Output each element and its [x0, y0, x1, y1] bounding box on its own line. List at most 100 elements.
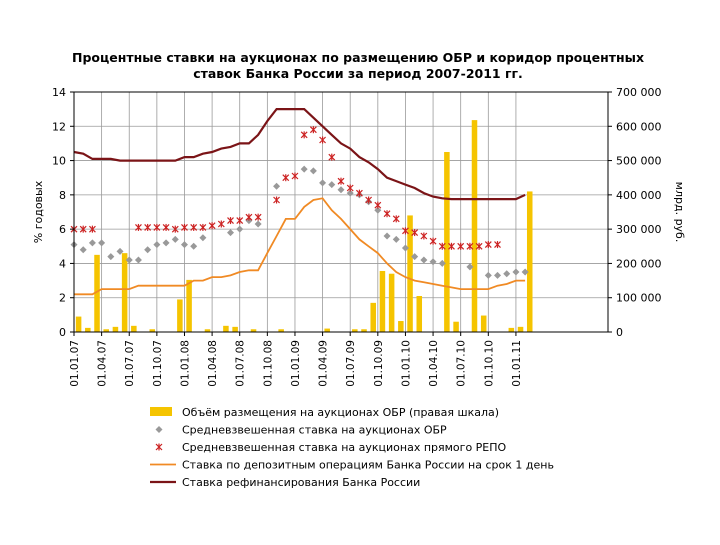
legend-swatch-diamond — [155, 426, 163, 433]
x-tick-label: 01.04.10 — [428, 340, 440, 387]
obr-rate-point — [180, 241, 188, 249]
x-tick-label: 01.04.08 — [207, 340, 219, 387]
repo-rate-point — [438, 242, 446, 250]
scatter-series — [70, 126, 529, 279]
y-right-tick-label: 400 000 — [616, 189, 662, 202]
y-left-ticks: 0 2 4 6 8 10 12 14 — [52, 86, 74, 339]
repo-rate-point — [162, 223, 170, 231]
bar — [112, 326, 119, 332]
bar — [398, 321, 404, 332]
obr-rate-point — [374, 206, 382, 214]
bar — [103, 329, 109, 332]
bar — [94, 254, 100, 332]
obr-rate-point — [319, 179, 327, 187]
x-ticks: 01.01.07 01.04.07 01.07.07 01.10.07 01.01.08… — [69, 332, 523, 387]
repo-rate-point — [374, 201, 382, 209]
repo-rate-point — [79, 225, 87, 233]
legend-label: Ставка по депозитным операциям Банка Рос… — [182, 459, 554, 472]
repo-rate-point — [227, 217, 234, 225]
bar-series — [75, 120, 533, 332]
obr-rate-point — [144, 246, 152, 254]
repo-rate-point — [88, 225, 96, 233]
legend-swatch-bar — [150, 407, 172, 416]
repo-rate-point — [236, 217, 244, 225]
obr-rate-point — [309, 167, 317, 175]
bar — [370, 302, 376, 332]
bar — [232, 326, 238, 332]
obr-rate-point — [429, 258, 437, 266]
bar — [379, 270, 386, 332]
bar — [186, 279, 192, 332]
y-right-tick-label: 700 000 — [616, 86, 662, 99]
bar — [324, 328, 330, 332]
obr-rate-point — [125, 256, 133, 264]
x-tick-label: 01.04.07 — [97, 340, 109, 387]
repo-rate-point — [181, 223, 188, 231]
repo-rate-point — [300, 131, 308, 139]
y-left-tick-label: 10 — [52, 155, 66, 168]
obr-rate-point — [98, 239, 106, 247]
plot-frame — [73, 91, 609, 333]
repo-rate-point — [217, 220, 225, 228]
x-tick-label: 01.07.08 — [235, 340, 247, 387]
y-right-tick-label: 600 000 — [616, 120, 662, 133]
x-tick-label: 01.10.10 — [483, 340, 495, 387]
obr-rate-point — [438, 259, 446, 267]
obr-rate-point — [392, 235, 400, 243]
obr-rate-point — [134, 256, 142, 264]
y-right-tick-label: 300 000 — [616, 223, 662, 236]
bar — [444, 152, 450, 332]
obr-rate-point — [79, 246, 87, 254]
repo-rate-point — [199, 223, 207, 231]
bar — [453, 321, 459, 332]
obr-rate-point — [401, 244, 409, 252]
x-tick-label: 01.01.10 — [400, 340, 412, 387]
repo-rate-point — [208, 222, 216, 230]
obr-rate-point — [88, 239, 96, 247]
bar — [121, 253, 128, 332]
obr-rate-point — [300, 165, 308, 173]
x-tick-label: 01.04.09 — [318, 340, 330, 387]
y-left-tick-label: 6 — [59, 223, 66, 236]
bar — [508, 327, 515, 332]
obr-rate-point — [521, 268, 529, 276]
obr-rate-point — [153, 241, 161, 249]
bar — [204, 329, 211, 332]
repo-rate-point — [282, 174, 290, 182]
obr-rate-point — [420, 256, 428, 264]
obr-rate-point — [512, 268, 520, 276]
obr-rate-point — [411, 253, 419, 261]
repo-rate-point — [328, 153, 336, 161]
bar — [149, 329, 156, 332]
repo-rate-point — [245, 213, 253, 221]
bar — [131, 325, 137, 332]
legend-label: Объём размещения на аукционах ОБР (права… — [182, 406, 499, 419]
obr-rate-point — [503, 270, 511, 278]
repo-rate-point — [365, 196, 373, 204]
x-tick-label: 01.10.07 — [152, 340, 164, 387]
y-left-tick-label: 2 — [59, 292, 66, 305]
axes — [73, 91, 609, 333]
obr-rate-point — [383, 232, 391, 240]
obr-rate-point — [199, 234, 207, 242]
y-left-label: % годовых — [32, 180, 45, 243]
refinancing-rate-line — [73, 108, 526, 201]
bar — [361, 329, 367, 332]
y-left-tick-label: 4 — [59, 257, 66, 270]
legend-swatch-asterisk — [155, 443, 163, 451]
obr-rate-point — [466, 263, 474, 271]
bar — [278, 329, 284, 332]
x-tick-label: 01.01.11 — [511, 340, 523, 387]
x-tick-label: 01.10.09 — [373, 340, 385, 387]
repo-rate-point — [448, 242, 455, 250]
repo-rate-point — [273, 196, 280, 204]
obr-rate-point — [227, 229, 235, 237]
repo-rate-point — [457, 242, 465, 250]
repo-rate-point — [190, 223, 198, 231]
legend-label: Средневзвешенная ставка на аукционах ОБР — [182, 424, 447, 437]
legend-label: Средневзвешенная ставка на аукционах пря… — [182, 441, 507, 454]
obr-rate-point — [171, 235, 179, 243]
repo-rate-point — [484, 241, 492, 249]
bar — [85, 327, 91, 332]
